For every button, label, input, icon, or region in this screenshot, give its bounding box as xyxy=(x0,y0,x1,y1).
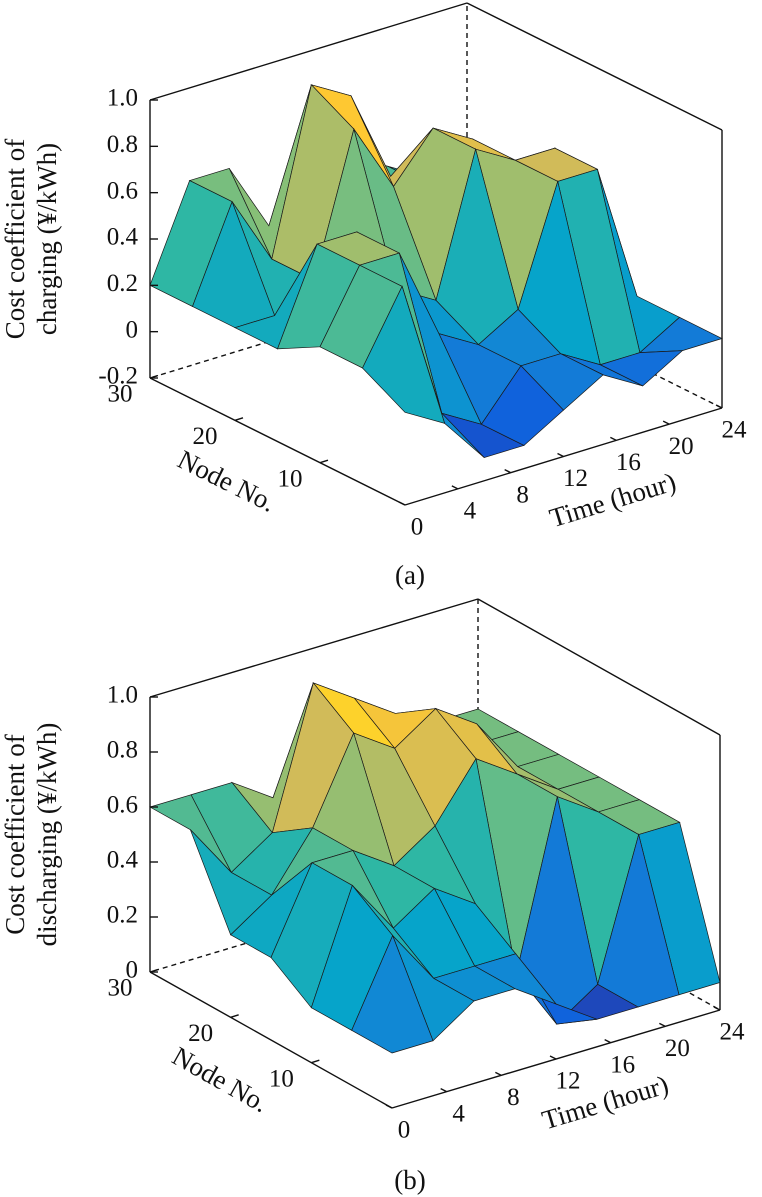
x-tick xyxy=(557,452,564,458)
x-tick-label: 16 xyxy=(616,449,641,476)
x-tick-label: 4 xyxy=(452,1100,465,1127)
surface-patch xyxy=(362,285,446,424)
x-tick-label: 24 xyxy=(722,417,748,444)
z-tick-label: 1.0 xyxy=(107,85,138,112)
y-tick-label: 20 xyxy=(188,1020,213,1047)
box-edge xyxy=(149,2,468,101)
box-edge xyxy=(466,2,723,131)
y-tick xyxy=(234,417,244,422)
z-tick-label: 0.6 xyxy=(107,792,138,819)
y-tick-label: 30 xyxy=(108,975,133,1002)
x-tick xyxy=(440,1088,447,1093)
x-tick-label: 8 xyxy=(516,481,529,508)
y-axis xyxy=(149,377,406,506)
x-tick-label: 24 xyxy=(720,1019,746,1046)
z-tick-label: 0 xyxy=(126,316,139,343)
x-tick xyxy=(662,420,670,425)
z-tick-label: 0.2 xyxy=(107,270,138,297)
x-tick xyxy=(385,1104,393,1109)
y-axis-label: Node No. xyxy=(167,1041,273,1119)
box-edge xyxy=(477,598,721,736)
y-tick xyxy=(149,968,159,973)
y-tick xyxy=(319,459,329,464)
x-tick xyxy=(451,485,459,490)
x-tick-label: 16 xyxy=(610,1051,635,1078)
y-tick xyxy=(230,1014,239,1019)
x-tick xyxy=(659,1022,666,1027)
z-axis-label: Cost coefficient of xyxy=(0,734,30,934)
x-tick xyxy=(549,1055,557,1060)
z-axis-label: Cost coefficient of xyxy=(0,139,30,339)
z-tick-label: 0.2 xyxy=(107,902,138,929)
z-tick-label: -0.2 xyxy=(98,363,138,390)
y-axis-label: Node No. xyxy=(173,444,280,518)
z-axis-label: discharging (¥/kWh) xyxy=(32,723,62,947)
x-tick-label: 12 xyxy=(563,465,588,492)
z-tick-label: 1.0 xyxy=(107,682,138,709)
x-tick xyxy=(504,469,511,474)
x-tick xyxy=(495,1071,502,1076)
z-tick-label: 0.8 xyxy=(107,737,138,764)
surface-patch xyxy=(351,934,434,1054)
x-tick-label: 4 xyxy=(464,498,477,525)
y-axis xyxy=(149,971,393,1109)
y-tick-label: 20 xyxy=(193,423,218,450)
z-tick-label: 0 xyxy=(126,957,139,984)
y-tick-label: 10 xyxy=(278,465,303,492)
caption: (a) xyxy=(395,560,425,590)
x-tick-label: 0 xyxy=(411,514,424,541)
x-tick-label: 0 xyxy=(398,1117,411,1144)
caption: (b) xyxy=(394,1165,425,1195)
y-tick-label: 10 xyxy=(269,1065,294,1092)
box-edge xyxy=(149,598,479,698)
z-tick-label: 0.4 xyxy=(107,224,139,251)
x-tick-label: 20 xyxy=(669,433,694,460)
z-tick-label: 0.8 xyxy=(107,131,138,158)
x-tick xyxy=(713,1006,721,1011)
z-tick-label: 0.6 xyxy=(107,177,138,204)
z-tick-label: 0.4 xyxy=(107,847,139,874)
y-tick-label: 30 xyxy=(108,381,133,408)
x-tick xyxy=(715,404,723,409)
x-tick-label: 8 xyxy=(507,1084,520,1111)
x-tick xyxy=(604,1039,611,1044)
x-tick-label: 12 xyxy=(556,1068,581,1095)
y-tick xyxy=(311,1059,320,1064)
x-tick xyxy=(610,436,617,441)
z-axis-label: charging (¥/kWh) xyxy=(32,143,62,335)
x-tick xyxy=(398,501,406,506)
x-tick-label: 20 xyxy=(665,1035,690,1062)
y-tick xyxy=(149,374,159,379)
